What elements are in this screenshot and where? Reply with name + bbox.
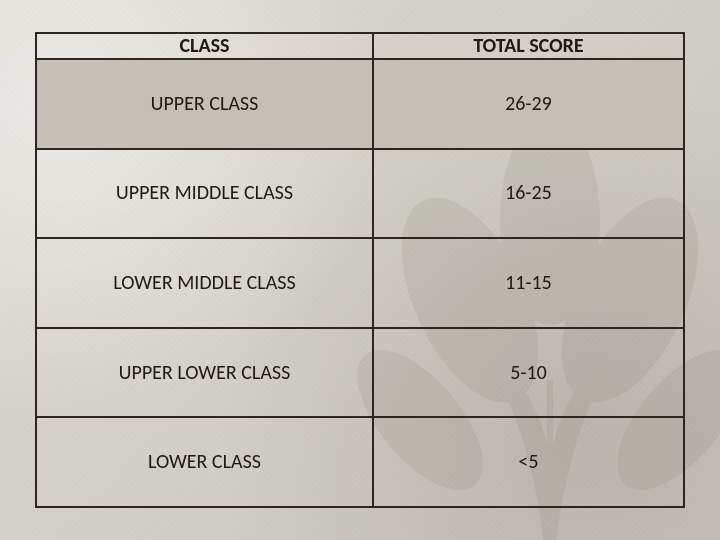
cell-class: UPPER MIDDLE CLASS	[36, 149, 373, 239]
col-header-total-score: TOTAL SCORE	[373, 33, 684, 59]
cell-total-score: 5-10	[373, 328, 684, 418]
cell-total-score: 11-15	[373, 238, 684, 328]
table-row: LOWER CLASS<5	[36, 417, 684, 507]
table-row: LOWER MIDDLE CLASS11-15	[36, 238, 684, 328]
col-header-class: CLASS	[36, 33, 373, 59]
cell-class: LOWER MIDDLE CLASS	[36, 238, 373, 328]
class-score-table-container: CLASS TOTAL SCORE UPPER CLASS26-29UPPER …	[35, 32, 685, 508]
cell-total-score: 16-25	[373, 149, 684, 239]
cell-total-score: <5	[373, 417, 684, 507]
table-row: UPPER CLASS26-29	[36, 59, 684, 149]
table-row: UPPER LOWER CLASS5-10	[36, 328, 684, 418]
table-row: UPPER MIDDLE CLASS16-25	[36, 149, 684, 239]
cell-total-score: 26-29	[373, 59, 684, 149]
class-score-table: CLASS TOTAL SCORE UPPER CLASS26-29UPPER …	[35, 32, 685, 508]
cell-class: UPPER LOWER CLASS	[36, 328, 373, 418]
table-header-row: CLASS TOTAL SCORE	[36, 33, 684, 59]
cell-class: LOWER CLASS	[36, 417, 373, 507]
cell-class: UPPER CLASS	[36, 59, 373, 149]
